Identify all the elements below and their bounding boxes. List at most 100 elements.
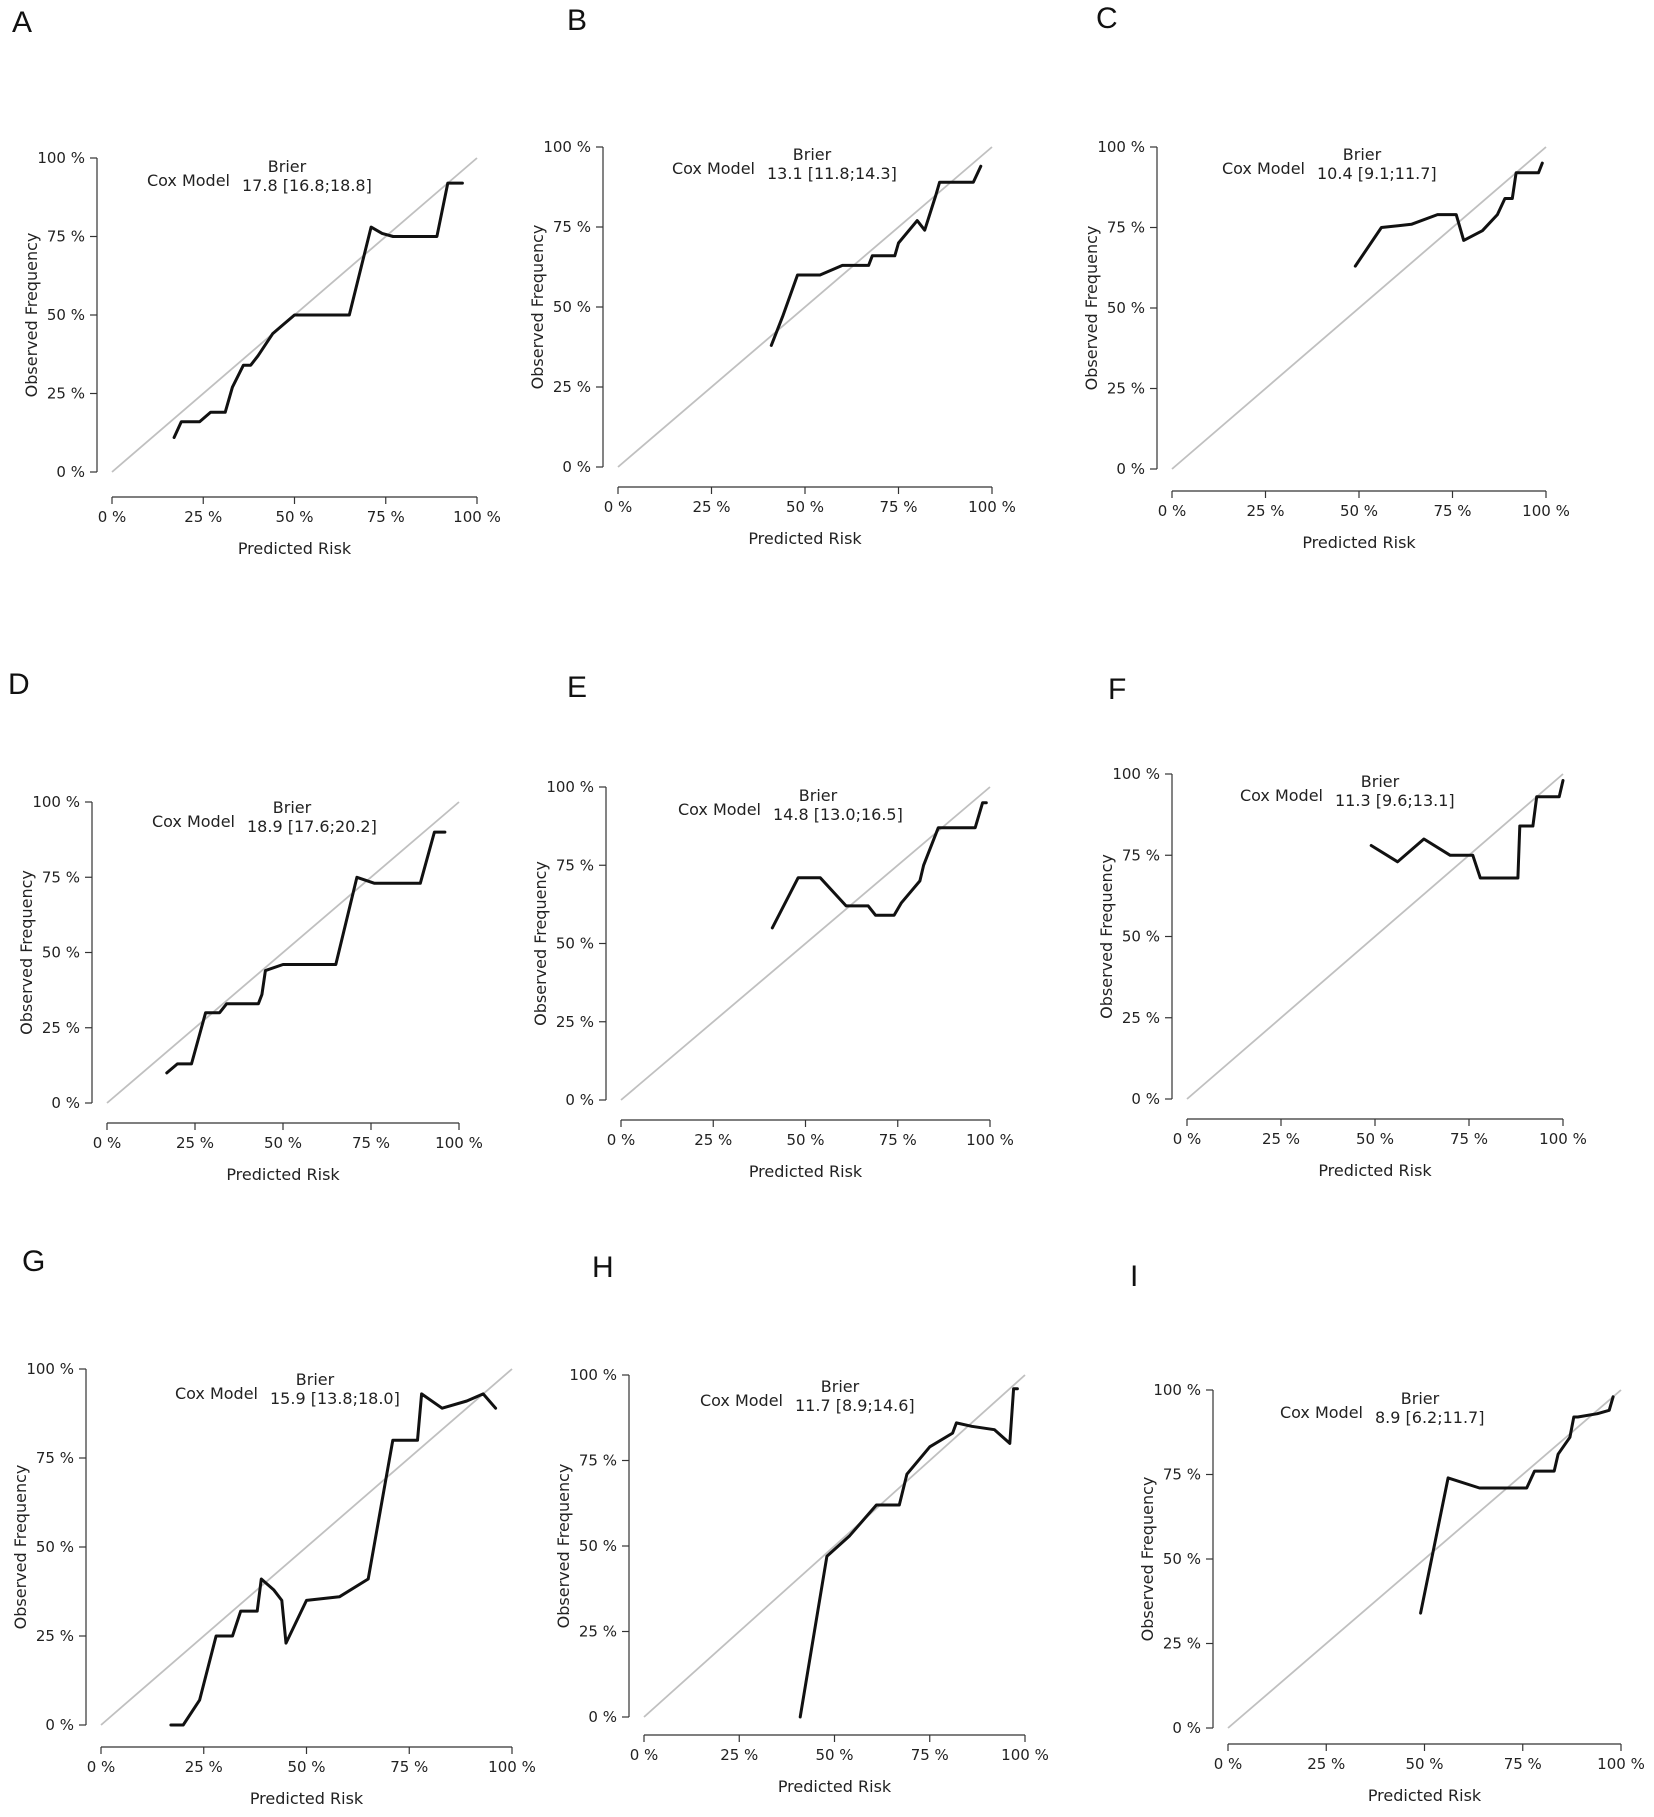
x-tick-label: 50 % [287,1758,325,1776]
y-tick-label: 100 % [32,793,80,811]
y-tick-label: 100 % [1112,765,1160,783]
y-tick-label: 0 % [45,1716,74,1734]
x-tick-label: 0 % [630,1746,659,1764]
x-tick-label: 75 % [1450,1130,1488,1148]
x-tick-label: 50 % [1356,1130,1394,1148]
legend-heading: Brier [799,786,838,805]
x-tick-label: 50 % [264,1134,302,1152]
reference-diagonal-line [1186,773,1564,1100]
panel-letter: A [12,6,32,39]
y-tick-label: 50 % [579,1537,617,1555]
x-tick-label: 100 % [968,498,1016,516]
y-tick-label: 100 % [569,1366,617,1384]
panel-letter: E [567,671,587,704]
y-tick-label: 25 % [42,1019,80,1037]
x-tick-label: 100 % [1597,1755,1645,1773]
y-tick-label: 25 % [556,1013,594,1031]
reference-diagonal-line [100,1368,513,1726]
y-axis-label: Observed Frequency [528,225,547,390]
calibration-curve-d [165,830,447,1075]
x-tick-label: 0 % [1214,1755,1243,1773]
y-tick-label: 50 % [553,298,591,316]
y-axis-label: Observed Frequency [11,1465,30,1630]
legend-model-name: Cox Model [1240,786,1323,805]
y-tick-label: 25 % [47,385,85,403]
x-tick-label: 0 % [1158,502,1187,520]
legend-brier-value: 18.9 [17.6;20.2] [247,817,377,836]
panel-letter: C [1096,2,1118,35]
y-tick-label: 100 % [543,138,591,156]
panel-h: H 0 % 25 % 50 % 75 % 100 % 0 % 25 % 50 % 75 % 100 … [554,1251,1049,1796]
reference-diagonal-line [1227,1389,1622,1729]
legend-heading: Brier [1401,1389,1440,1408]
y-axis-label: Observed Frequency [554,1464,573,1629]
reference-diagonal-line [620,786,991,1101]
y-tick-label: 50 % [36,1538,74,1556]
y-tick-label: 0 % [588,1708,617,1726]
y-tick-label: 0 % [1172,1719,1201,1737]
y-tick-label: 100 % [37,149,85,167]
y-tick-label: 25 % [1163,1635,1201,1653]
x-tick-label: 75 % [879,498,917,516]
legend-heading: Brier [296,1370,335,1389]
x-tick-label: 75 % [390,1758,428,1776]
panel-letter: F [1108,673,1126,706]
y-tick-label: 75 % [47,228,85,246]
calibration-curve-h [798,1387,1019,1719]
x-axis-label: Predicted Risk [1302,533,1416,552]
panel-a: A 0 % 25 % 50 % 75 % 100 % 0 % 25 % 50 % 75 % 100 … [12,6,501,558]
reference-diagonal-line [106,801,460,1104]
x-tick-label: 25 % [694,1131,732,1149]
legend-model-name: Cox Model [700,1391,783,1410]
x-tick-label: 75 % [1433,502,1471,520]
calibration-curve-c [1353,161,1544,268]
x-tick-label: 25 % [1262,1130,1300,1148]
x-tick-label: 100 % [453,508,501,526]
x-tick-label: 25 % [1307,1755,1345,1773]
y-tick-label: 75 % [1107,219,1145,237]
legend-heading: Brier [273,798,312,817]
calibration-curve-g [169,1392,498,1727]
x-tick-label: 0 % [1173,1130,1202,1148]
legend-heading: Brier [1343,145,1382,164]
y-axis-label: Observed Frequency [1097,854,1116,1019]
legend-heading: Brier [1361,772,1400,791]
x-tick-label: 75 % [367,508,405,526]
x-tick-label: 25 % [720,1746,758,1764]
y-tick-label: 25 % [579,1623,617,1641]
calibration-curve-b [769,164,983,347]
x-tick-label: 50 % [275,508,313,526]
legend-heading: Brier [793,145,832,164]
x-axis-label: Predicted Risk [778,1777,892,1796]
x-tick-label: 100 % [1522,502,1570,520]
reference-diagonal-line [1171,146,1547,470]
x-tick-label: 50 % [1405,1755,1443,1773]
y-tick-label: 50 % [42,944,80,962]
y-tick-label: 75 % [1163,1466,1201,1484]
legend-heading: Brier [268,157,307,176]
y-tick-label: 25 % [1107,380,1145,398]
reference-diagonal-line [617,146,993,468]
x-tick-label: 75 % [1504,1755,1542,1773]
y-tick-label: 50 % [556,935,594,953]
y-tick-label: 75 % [553,218,591,236]
y-tick-label: 75 % [42,868,80,886]
x-tick-label: 100 % [435,1134,483,1152]
x-tick-label: 0 % [87,1758,116,1776]
y-tick-label: 25 % [36,1627,74,1645]
x-tick-label: 75 % [879,1131,917,1149]
x-tick-label: 100 % [1001,1746,1049,1764]
y-axis-label: Observed Frequency [531,861,550,1026]
x-tick-label: 0 % [607,1131,636,1149]
y-tick-label: 50 % [1163,1550,1201,1568]
panel-i: I 0 % 25 % 50 % 75 % 100 % 0 % 25 % 50 % 75 % 100 … [1130,1260,1645,1805]
legend-model-name: Cox Model [152,812,235,831]
legend-brier-value: 11.3 [9.6;13.1] [1335,791,1455,810]
y-tick-label: 0 % [1116,460,1145,478]
y-tick-label: 0 % [56,463,85,481]
x-tick-label: 75 % [911,1746,949,1764]
y-tick-label: 25 % [1122,1009,1160,1027]
x-tick-label: 50 % [1340,502,1378,520]
x-tick-label: 25 % [184,508,222,526]
